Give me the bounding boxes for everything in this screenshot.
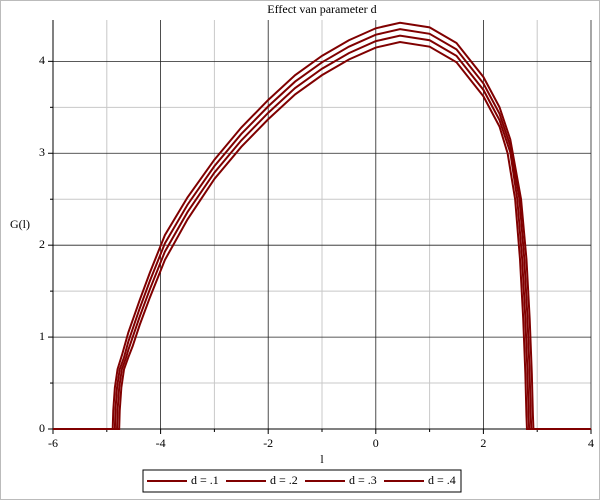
legend-label: d = .4: [428, 473, 456, 487]
chart-title: Effect van parameter d: [267, 2, 376, 16]
y-tick-label: 2: [39, 237, 45, 251]
y-tick-label: 1: [39, 329, 45, 343]
x-tick-label: 0: [373, 436, 379, 450]
y-tick-label: 0: [39, 421, 45, 435]
legend-label: d = .3: [349, 473, 377, 487]
y-tick-label: 4: [39, 53, 45, 67]
legend-label: d = .1: [191, 473, 219, 487]
x-tick-label: -4: [156, 436, 166, 450]
x-tick-label: -6: [48, 436, 58, 450]
plot-area: [53, 21, 591, 430]
legend-box: [142, 469, 462, 493]
series-line: [53, 28, 591, 430]
x-tick-label: 2: [480, 436, 486, 450]
y-axis-title: G(l): [10, 217, 30, 231]
x-tick-label: 4: [588, 436, 594, 450]
x-tick-label: -2: [263, 436, 273, 450]
x-axis-title: l: [320, 452, 324, 466]
y-tick-label: 3: [39, 145, 45, 159]
series-line: [53, 41, 591, 430]
legend-label: d = .2: [270, 473, 298, 487]
series-line: [53, 34, 591, 430]
series-line: [53, 21, 591, 430]
legend: d = .1 d = .2 d = .3 d = .4: [142, 469, 462, 493]
